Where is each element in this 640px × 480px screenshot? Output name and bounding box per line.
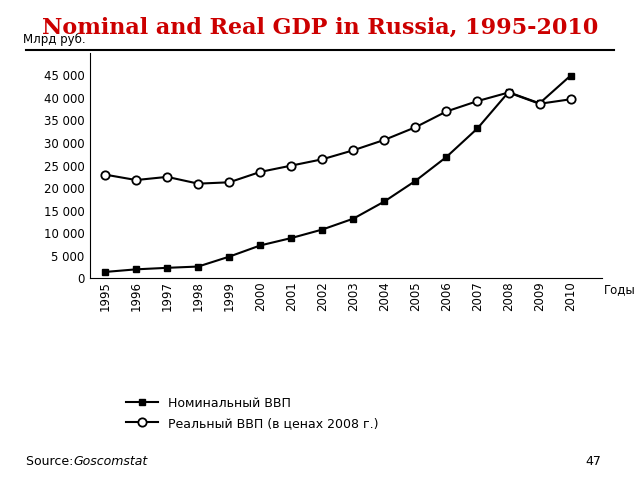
Text: Goscomstat: Goscomstat (74, 455, 148, 468)
Text: 47: 47 (586, 455, 602, 468)
Text: Млрд руб.: Млрд руб. (23, 33, 86, 46)
Text: Nominal and Real GDP in Russia, 1995-2010: Nominal and Real GDP in Russia, 1995-201… (42, 17, 598, 39)
Text: Годы: Годы (604, 283, 636, 296)
Legend: Номинальный ВВП, Реальный ВВП (в ценах 2008 г.): Номинальный ВВП, Реальный ВВП (в ценах 2… (122, 392, 383, 435)
Text: Source:: Source: (26, 455, 77, 468)
